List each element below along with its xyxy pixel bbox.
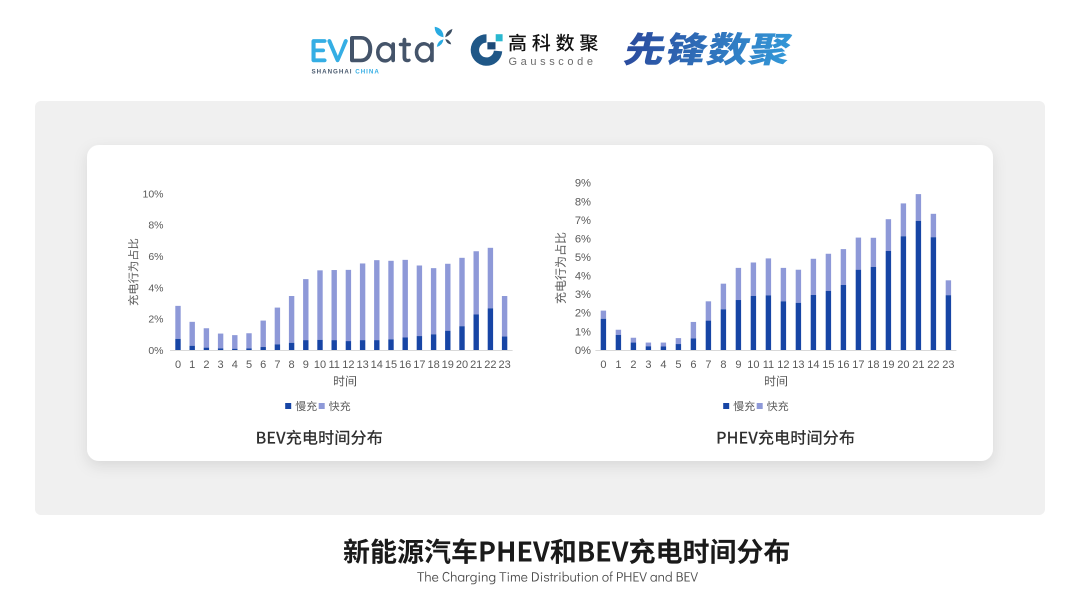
svg-text:6%: 6% (575, 233, 591, 245)
svg-text:4%: 4% (575, 271, 591, 283)
svg-text:20: 20 (456, 359, 468, 371)
svg-text:Gausscode: Gausscode (509, 56, 597, 68)
svg-text:6%: 6% (148, 251, 163, 263)
svg-text:7: 7 (705, 359, 711, 371)
svg-text:SHANGHAI CHINA: SHANGHAI CHINA (312, 69, 380, 76)
svg-text:5%: 5% (575, 252, 591, 264)
svg-text:5: 5 (675, 359, 681, 371)
svg-text:13: 13 (792, 359, 804, 371)
svg-text:17: 17 (413, 359, 425, 371)
svg-text:10: 10 (314, 359, 326, 371)
svg-text:0: 0 (175, 359, 181, 371)
svg-text:7: 7 (274, 359, 280, 371)
svg-text:20: 20 (897, 359, 909, 371)
svg-text:6: 6 (690, 359, 696, 371)
svg-text:6: 6 (260, 359, 266, 371)
svg-text:10%: 10% (142, 188, 163, 200)
svg-text:21: 21 (912, 359, 924, 371)
svg-text:3: 3 (645, 359, 651, 371)
svg-text:16: 16 (837, 359, 849, 371)
svg-text:15: 15 (822, 359, 834, 371)
svg-text:8%: 8% (575, 196, 591, 208)
svg-text:17: 17 (852, 359, 864, 371)
svg-text:13: 13 (356, 359, 368, 371)
svg-text:22: 22 (927, 359, 939, 371)
svg-text:0: 0 (600, 359, 606, 371)
svg-text:2: 2 (203, 359, 209, 371)
svg-text:9: 9 (303, 359, 309, 371)
svg-text:1: 1 (189, 359, 195, 371)
svg-text:3: 3 (218, 359, 224, 371)
svg-text:14: 14 (371, 359, 383, 371)
svg-text:0%: 0% (575, 345, 591, 357)
svg-text:19: 19 (882, 359, 894, 371)
svg-text:4: 4 (660, 359, 666, 371)
svg-text:2%: 2% (148, 314, 163, 326)
svg-text:15: 15 (385, 359, 397, 371)
svg-text:7%: 7% (575, 215, 591, 227)
svg-text:9: 9 (735, 359, 741, 371)
svg-text:2%: 2% (575, 308, 591, 320)
svg-text:19: 19 (442, 359, 454, 371)
svg-text:8: 8 (289, 359, 295, 371)
svg-text:8: 8 (720, 359, 726, 371)
svg-text:23: 23 (498, 359, 510, 371)
svg-text:1: 1 (615, 359, 621, 371)
svg-text:12: 12 (777, 359, 789, 371)
svg-text:18: 18 (427, 359, 439, 371)
svg-text:3%: 3% (575, 289, 591, 301)
svg-text:18: 18 (867, 359, 879, 371)
svg-text:16: 16 (399, 359, 411, 371)
svg-text:14: 14 (807, 359, 819, 371)
svg-text:4: 4 (232, 359, 238, 371)
svg-text:22: 22 (484, 359, 496, 371)
svg-text:1%: 1% (575, 326, 591, 338)
svg-text:8%: 8% (148, 220, 163, 232)
svg-text:23: 23 (942, 359, 954, 371)
svg-text:11: 11 (763, 359, 774, 371)
svg-text:12: 12 (342, 359, 354, 371)
svg-text:9%: 9% (575, 178, 591, 190)
svg-text:10: 10 (747, 359, 759, 371)
svg-text:5: 5 (246, 359, 252, 371)
svg-text:21: 21 (470, 359, 482, 371)
svg-text:11: 11 (328, 359, 339, 371)
svg-text:2: 2 (630, 359, 636, 371)
svg-text:4%: 4% (148, 282, 163, 294)
svg-text:0%: 0% (148, 345, 163, 357)
